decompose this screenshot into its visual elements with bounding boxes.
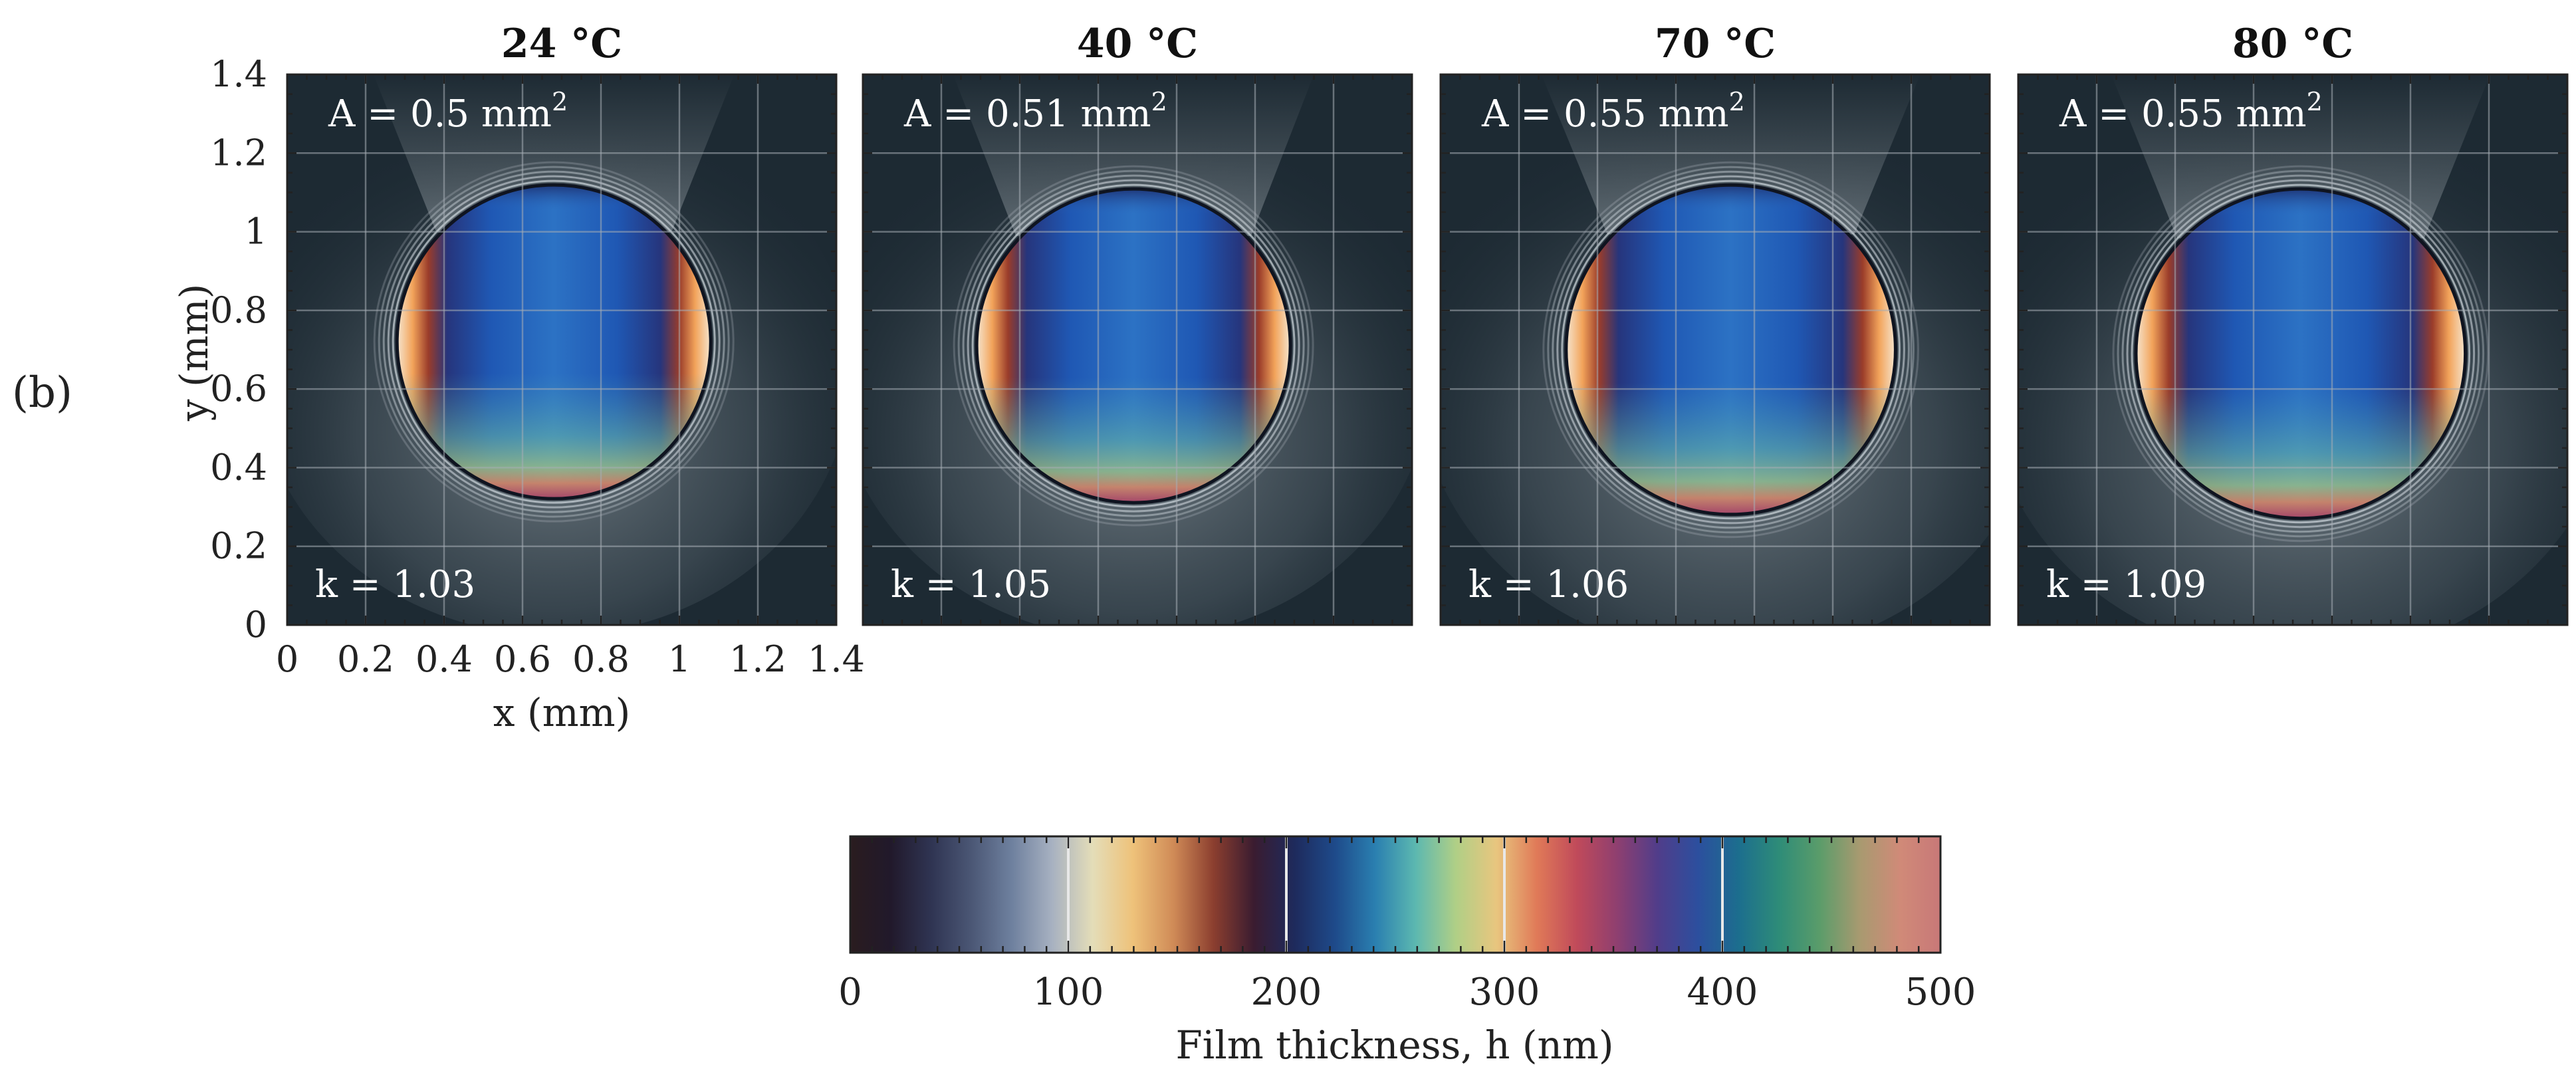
meniscus-ring — [1547, 166, 1915, 534]
colorbar-label: Film thickness, h (nm) — [1175, 1023, 1613, 1068]
light-cone — [2111, 74, 2490, 239]
meniscus-ring — [2112, 165, 2490, 542]
film-edge — [395, 183, 713, 501]
panel-image — [2018, 74, 2567, 625]
colorbar-tick-label: 500 — [1905, 971, 1976, 1014]
colorbar-frame — [849, 835, 1942, 954]
area-exponent: 2 — [2307, 87, 2323, 116]
y-tick-label: 0 — [245, 604, 267, 646]
area-exponent: 2 — [552, 87, 568, 116]
x-tick-label: 0.2 — [337, 638, 394, 680]
meniscus-ring — [962, 174, 1305, 517]
panel-3: 70 °C A = 0.55 mm2 k = 1.06 — [1439, 21, 1991, 626]
image-panels: 24 °C A = 0.5 mm2 k = 1.03 0 0.2 0.4 0.6 0.8 1 1.… — [210, 21, 2569, 680]
panel-1: 24 °C A = 0.5 mm2 k = 1.03 0 0.2 0.4 0.6 0.8 1 1.… — [210, 21, 865, 680]
panel-label: (b) — [12, 368, 72, 418]
y-tick-label: 0.6 — [210, 368, 267, 410]
meniscus-ring — [387, 175, 721, 509]
colorbar-strip — [850, 836, 1940, 953]
y-tick-label: 0.8 — [210, 289, 267, 331]
x-tick-label: 1.2 — [729, 638, 786, 680]
film-disk-overlay — [1566, 185, 1896, 515]
axes-labels: x (mm) y (mm) — [172, 284, 630, 735]
meniscus-ring — [1542, 161, 1919, 539]
meniscus-ring — [2121, 174, 2480, 533]
meniscus-ring — [392, 180, 716, 504]
x-tick-label: 0 — [276, 638, 298, 680]
meniscus-ring — [2131, 183, 2471, 524]
panel-2: 40 °C A = 0.51 mm2 k = 1.05 — [862, 21, 1413, 626]
panel-4: 80 °C A = 0.55 mm2 k = 1.09 — [2017, 21, 2569, 626]
colorbar-tick-label: 400 — [1687, 971, 1758, 1014]
area-annotation: A = 0.51 mm2 — [903, 87, 1167, 136]
panel-image — [863, 74, 1412, 625]
k-annotation: k = 1.05 — [891, 563, 1051, 606]
film-edge — [2134, 187, 2468, 521]
k-annotation: k = 1.09 — [2046, 563, 2206, 606]
x-tick-label: 0.8 — [572, 638, 630, 680]
area-annotation: A = 0.55 mm2 — [2059, 87, 2323, 136]
meniscus-ring — [378, 166, 730, 518]
meniscus-ring — [373, 161, 735, 523]
k-annotation: k = 1.03 — [315, 563, 475, 606]
colorbar: 0 100 200 300 400 500 — [838, 835, 1976, 1014]
colorbar-tick-label: 200 — [1251, 971, 1322, 1014]
film-edge — [1564, 183, 1897, 517]
meniscus-ring — [957, 170, 1310, 522]
meniscus-ring — [2117, 170, 2485, 538]
y-tick-label: 1 — [245, 211, 267, 253]
colorbar-tick-label: 300 — [1469, 971, 1540, 1014]
colorbar-tick-label: 0 — [838, 971, 862, 1014]
meniscus-ring — [1556, 175, 1905, 525]
panel-title: 70 °C — [1655, 21, 1776, 67]
area-exponent: 2 — [1151, 87, 1167, 116]
film-edge — [975, 187, 1292, 505]
y-axis-label: y (mm) — [172, 284, 217, 422]
meniscus-ring — [1561, 180, 1901, 520]
y-tick-label: 1.2 — [210, 132, 267, 174]
film-disk-overlay — [2136, 189, 2466, 519]
panel-image — [287, 74, 836, 625]
x-tick-label: 0.4 — [415, 638, 473, 680]
meniscus-ring — [2126, 179, 2476, 529]
meniscus-ring — [382, 170, 725, 513]
area-annotation: A = 0.5 mm2 — [328, 87, 568, 136]
x-tick-label: 1.4 — [808, 638, 865, 680]
meniscus-ring — [967, 179, 1300, 513]
meniscus-ring — [971, 183, 1296, 508]
film-disk-overlay — [977, 189, 1291, 503]
area-annotation: A = 0.55 mm2 — [1481, 87, 1745, 136]
area-exponent: 2 — [1729, 87, 1745, 116]
y-tick-label: 0.2 — [210, 525, 267, 567]
y-tick-label: 1.4 — [210, 53, 267, 95]
x-tick-label: 1 — [668, 638, 691, 680]
panel-title: 24 °C — [501, 21, 622, 67]
x-tick-label: 0.6 — [494, 638, 551, 680]
x-axis-label: x (mm) — [493, 690, 630, 735]
colorbar-tick-label: 100 — [1033, 971, 1104, 1014]
k-annotation: k = 1.06 — [1468, 563, 1629, 606]
meniscus-ring — [1552, 170, 1910, 529]
light-cone — [1541, 74, 1921, 235]
y-tick-label: 0.4 — [210, 446, 267, 488]
panel-title: 80 °C — [2232, 21, 2353, 67]
panel-image — [1441, 74, 1990, 625]
meniscus-ring — [953, 165, 1314, 527]
light-cone — [953, 74, 1314, 236]
film-disk-overlay — [397, 185, 711, 499]
panel-title: 40 °C — [1077, 21, 1198, 67]
